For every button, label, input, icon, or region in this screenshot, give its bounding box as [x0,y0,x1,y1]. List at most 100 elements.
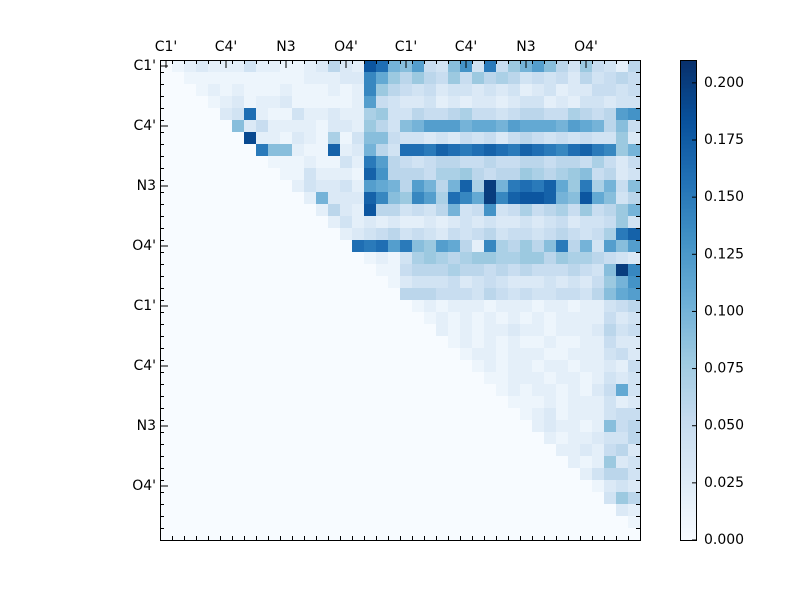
cell [172,84,185,97]
cell [448,96,461,109]
cell [316,384,329,397]
cell [256,456,269,469]
cell [556,156,569,169]
cell [316,312,329,325]
cell [628,444,641,457]
cell [484,312,497,325]
cell [268,204,281,217]
cell [616,60,629,73]
cell [196,96,209,109]
cell [496,72,509,85]
cell [340,516,353,529]
cell [604,168,617,181]
cell [364,360,377,373]
cell [484,444,497,457]
cell [508,324,521,337]
cell [208,336,221,349]
cell [244,348,257,361]
cell [532,396,545,409]
cell [544,252,557,265]
cell [388,372,401,385]
cell [184,384,197,397]
cell [424,84,437,97]
cell [628,192,641,205]
cell [556,312,569,325]
cell [184,192,197,205]
cell [544,528,557,541]
cell [328,84,341,97]
cell [184,144,197,157]
cell [160,276,173,289]
cell [160,252,173,265]
cell [436,372,449,385]
cell [628,84,641,97]
cell [580,456,593,469]
cell [520,132,533,145]
cell [400,156,413,169]
cell [556,204,569,217]
cell [556,276,569,289]
cell [304,240,317,253]
cell [244,312,257,325]
cell [292,516,305,529]
cell [460,204,473,217]
cell [376,504,389,517]
cell [352,192,365,205]
cell [436,96,449,109]
cell [580,348,593,361]
cell [412,84,425,97]
cell [184,120,197,133]
cell [460,108,473,121]
cell [568,216,581,229]
cell [268,252,281,265]
cell [292,204,305,217]
cell [472,528,485,541]
cell [544,492,557,505]
cell [304,216,317,229]
cell [532,84,545,97]
cell [172,192,185,205]
cell [340,372,353,385]
cell [292,360,305,373]
cell [568,456,581,469]
cell [304,336,317,349]
cell [496,372,509,385]
cell [340,72,353,85]
colorbar-step [680,140,696,145]
cell [568,408,581,421]
colorbar-step [680,208,696,213]
cell [232,84,245,97]
colorbar-step [680,124,696,129]
cell [232,372,245,385]
cell [424,372,437,385]
cell [232,264,245,277]
colorbar-tick-label: 0.025 [704,475,744,491]
cell [472,180,485,193]
cell [268,504,281,517]
cell [280,300,293,313]
cell [244,456,257,469]
cell [544,204,557,217]
cell [520,144,533,157]
cell [232,528,245,541]
cell [628,96,641,109]
cell [160,456,173,469]
cell [304,264,317,277]
cell [172,288,185,301]
cell [268,240,281,253]
cell [400,504,413,517]
cell [352,228,365,241]
cell [340,168,353,181]
cell [208,408,221,421]
cell [316,240,329,253]
cell [256,60,269,73]
cell [532,288,545,301]
cell [340,156,353,169]
cell [172,276,185,289]
cell [232,288,245,301]
cell [160,228,173,241]
cell [208,504,221,517]
cell [232,60,245,73]
cell [280,360,293,373]
cell [436,240,449,253]
